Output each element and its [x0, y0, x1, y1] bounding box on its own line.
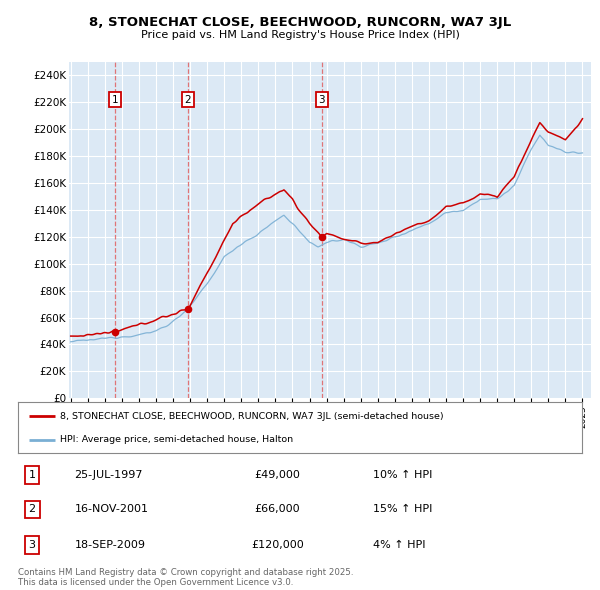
- Text: 8, STONECHAT CLOSE, BEECHWOOD, RUNCORN, WA7 3JL (semi-detached house): 8, STONECHAT CLOSE, BEECHWOOD, RUNCORN, …: [60, 412, 444, 421]
- Text: £49,000: £49,000: [254, 470, 301, 480]
- Text: 15% ↑ HPI: 15% ↑ HPI: [373, 504, 433, 514]
- Text: 16-NOV-2001: 16-NOV-2001: [74, 504, 148, 514]
- Text: 3: 3: [29, 540, 35, 550]
- Text: 8, STONECHAT CLOSE, BEECHWOOD, RUNCORN, WA7 3JL: 8, STONECHAT CLOSE, BEECHWOOD, RUNCORN, …: [89, 16, 511, 29]
- Text: 3: 3: [318, 94, 325, 104]
- Text: £66,000: £66,000: [254, 504, 300, 514]
- Text: Contains HM Land Registry data © Crown copyright and database right 2025.
This d: Contains HM Land Registry data © Crown c…: [18, 568, 353, 587]
- Text: 18-SEP-2009: 18-SEP-2009: [74, 540, 145, 550]
- Text: 1: 1: [112, 94, 118, 104]
- Text: 2: 2: [29, 504, 35, 514]
- Text: 1: 1: [29, 470, 35, 480]
- Text: Price paid vs. HM Land Registry's House Price Index (HPI): Price paid vs. HM Land Registry's House …: [140, 31, 460, 40]
- Text: 25-JUL-1997: 25-JUL-1997: [74, 470, 143, 480]
- Text: 4% ↑ HPI: 4% ↑ HPI: [373, 540, 426, 550]
- Text: £120,000: £120,000: [251, 540, 304, 550]
- Text: HPI: Average price, semi-detached house, Halton: HPI: Average price, semi-detached house,…: [60, 435, 293, 444]
- Text: 2: 2: [185, 94, 191, 104]
- Text: 10% ↑ HPI: 10% ↑ HPI: [373, 470, 433, 480]
